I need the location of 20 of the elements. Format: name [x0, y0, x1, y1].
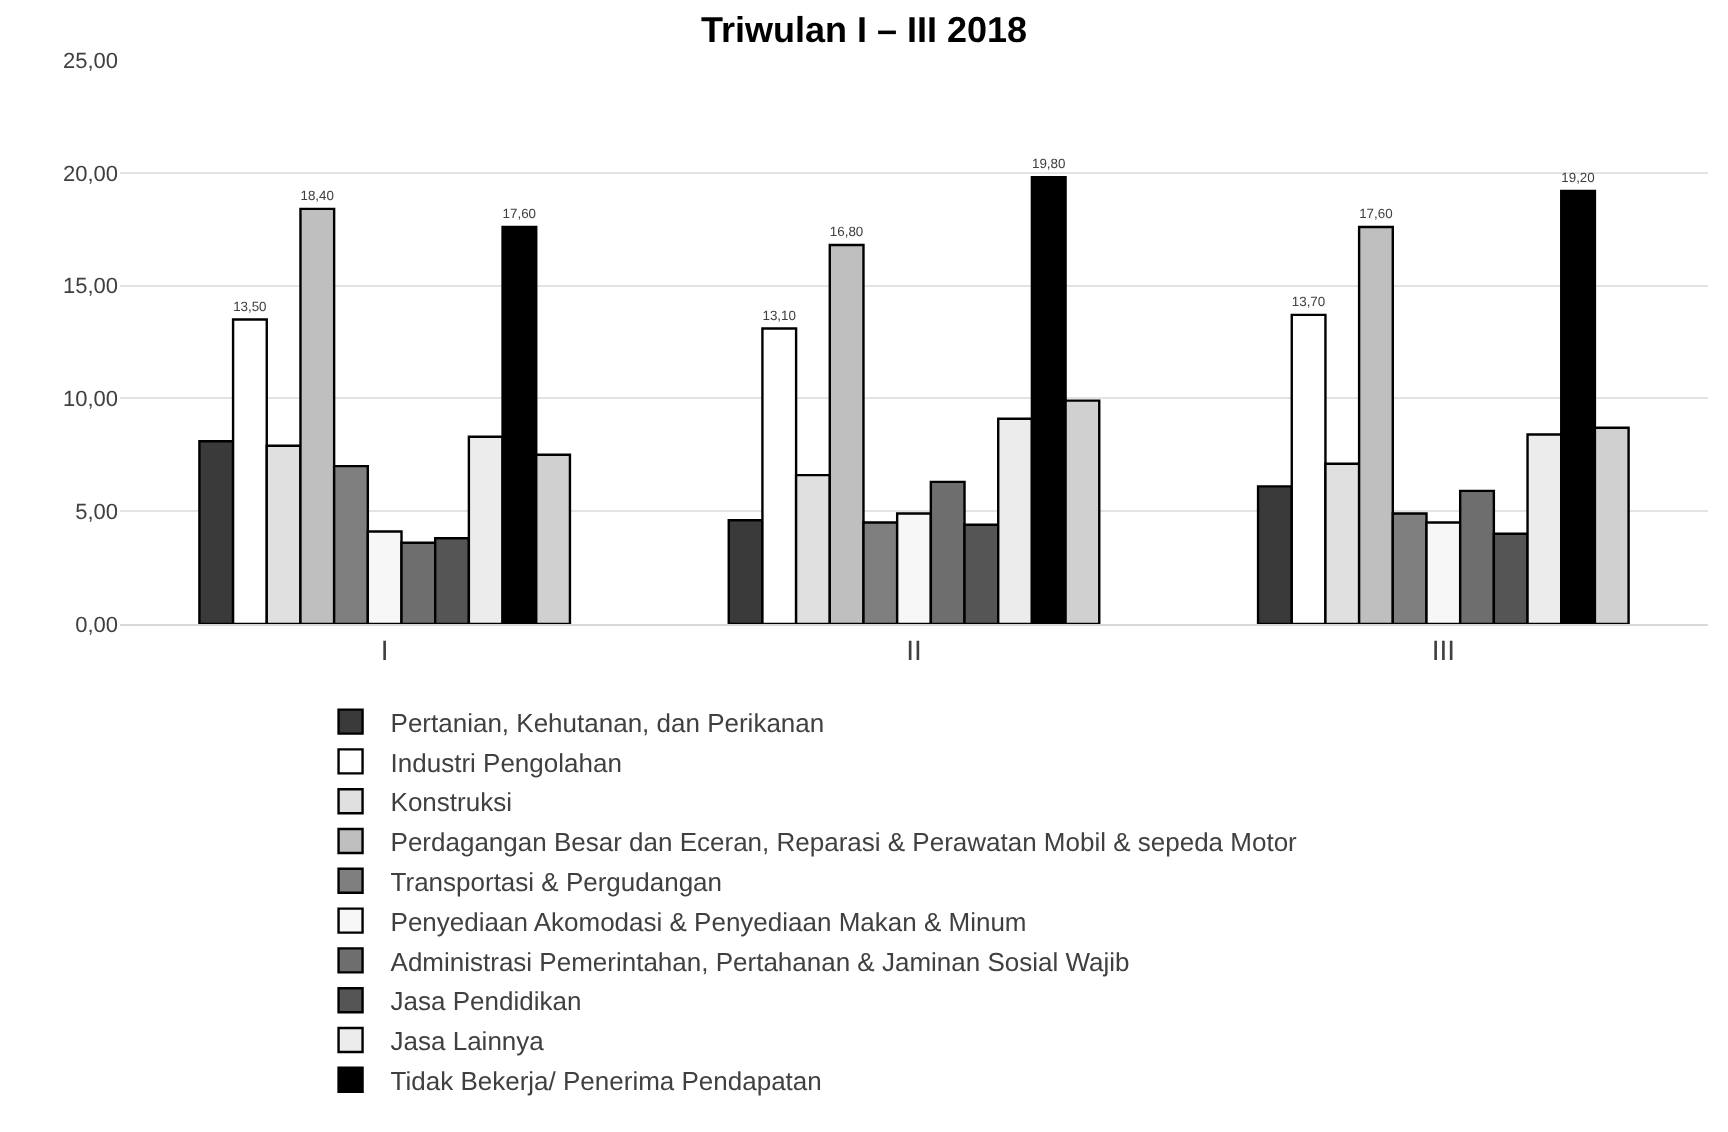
chart-title: Triwulan I – III 2018 — [700, 10, 1028, 51]
legend-label: Pertanian, Kehutanan, dan Perikanan — [390, 707, 825, 738]
x-tick-label: I — [380, 633, 389, 666]
x-tick-label: II — [906, 633, 922, 666]
legend-label: Penyediaan Akomodasi & Penyediaan Makan & Minum — [390, 906, 1027, 937]
y-tick-label: 15,00 — [62, 275, 118, 300]
legend-label: Jasa Pendidikan — [390, 986, 582, 1017]
legend-label: Industri Pengolahan — [390, 747, 622, 778]
x-tick-label: III — [1431, 633, 1456, 666]
y-tick-label: 20,00 — [62, 162, 118, 187]
y-tick-label: 5,00 — [75, 500, 118, 525]
y-tick-label: 0,00 — [75, 613, 118, 638]
legend-label: Jasa Lainnya — [390, 1026, 546, 1057]
y-tick-label: 10,00 — [62, 388, 118, 413]
legend-label: Tidak Bekerja/ Penerima Pendapatan — [390, 1065, 822, 1096]
y-tick-label: 25,00 — [62, 49, 118, 74]
legend-label: Konstruksi — [390, 787, 513, 818]
legend-label: Administrasi Pemerintahan, Pertahanan & Jaminan Sosial Wajib — [390, 946, 1130, 977]
legend-label: Transportasi & Pergudangan — [390, 866, 723, 897]
legend-label: Perdagangan Besar dan Eceran, Reparasi & Perawatan Mobil & sepeda Motor — [390, 827, 1299, 858]
